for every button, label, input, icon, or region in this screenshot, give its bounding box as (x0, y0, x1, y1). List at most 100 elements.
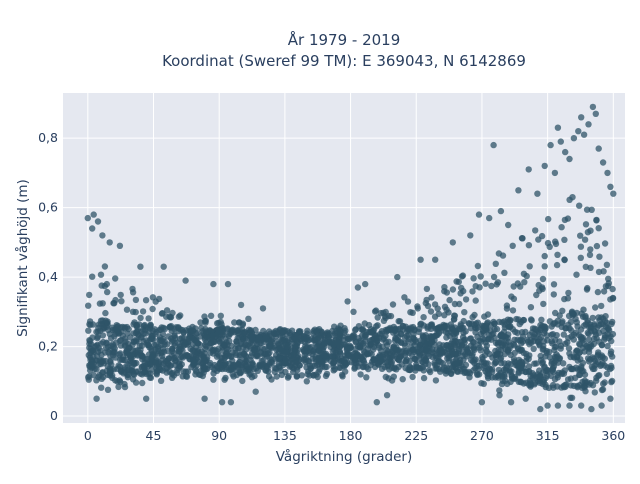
data-point (344, 298, 351, 305)
data-point (610, 190, 617, 197)
data-point (587, 246, 594, 253)
data-point (428, 322, 435, 330)
data-point (183, 372, 190, 380)
data-point (599, 159, 607, 166)
data-point (132, 379, 140, 386)
data-point (132, 308, 139, 316)
data-point (137, 346, 144, 354)
data-point (344, 333, 351, 340)
data-point (97, 347, 104, 354)
data-point (176, 335, 184, 343)
data-point (155, 363, 163, 370)
data-point (511, 349, 518, 357)
data-point (394, 273, 401, 281)
data-point (236, 369, 243, 376)
data-point (261, 346, 268, 353)
data-point (117, 291, 124, 299)
data-point (374, 314, 381, 321)
data-point (508, 368, 515, 375)
data-point (556, 338, 563, 345)
data-point (605, 334, 612, 342)
data-point (604, 324, 611, 332)
data-point (585, 348, 593, 356)
y-tick-label: 0,2 (38, 339, 58, 354)
data-point (539, 322, 546, 330)
data-point (118, 298, 125, 305)
data-point (562, 148, 569, 156)
data-point (435, 324, 442, 331)
data-point (440, 364, 448, 371)
data-point (599, 386, 607, 393)
data-point (586, 251, 594, 259)
data-point (420, 367, 427, 374)
data-point (112, 326, 120, 333)
data-point (603, 261, 611, 268)
data-point (576, 202, 583, 209)
data-point (279, 328, 286, 335)
data-point (361, 349, 369, 356)
data-point (220, 341, 228, 348)
data-point (376, 330, 384, 338)
data-point (550, 291, 557, 298)
data-point (298, 372, 305, 379)
data-point (568, 394, 576, 401)
data-point (362, 337, 369, 345)
data-point (251, 345, 259, 352)
data-point (519, 235, 526, 242)
data-point (90, 371, 97, 379)
data-point (93, 395, 100, 402)
data-point (158, 349, 166, 356)
data-point (412, 338, 420, 345)
data-point (477, 347, 484, 354)
data-point (501, 269, 508, 276)
data-point (325, 334, 333, 341)
data-point (604, 342, 611, 350)
data-point (573, 319, 580, 326)
data-point (595, 314, 602, 321)
data-point (591, 389, 598, 396)
data-point (521, 279, 528, 286)
data-point (474, 262, 482, 270)
data-point (561, 236, 568, 243)
data-point (577, 326, 585, 333)
data-point (559, 307, 566, 314)
data-point (577, 243, 585, 250)
data-point (573, 271, 580, 278)
data-point (405, 338, 412, 345)
data-point (600, 288, 608, 295)
data-point (580, 131, 588, 138)
data-point (177, 312, 184, 319)
data-point (159, 310, 166, 317)
data-point (567, 327, 575, 334)
data-point (115, 383, 122, 391)
data-point (541, 263, 548, 270)
data-point (105, 343, 112, 351)
data-point (100, 324, 107, 331)
data-point (553, 261, 561, 269)
data-point (511, 342, 518, 349)
data-point (379, 336, 387, 343)
data-point (165, 355, 172, 362)
data-point (139, 308, 147, 315)
data-point (513, 315, 520, 323)
y-tick-label: 0 (50, 408, 58, 423)
data-point (415, 353, 423, 360)
data-point (237, 301, 245, 309)
data-point (576, 349, 584, 356)
data-point (388, 377, 396, 384)
data-point (370, 356, 378, 364)
x-tick-label: 90 (211, 428, 227, 443)
data-point (490, 141, 497, 149)
data-point (203, 343, 210, 350)
data-point (210, 338, 217, 346)
data-point (280, 336, 288, 344)
data-point (580, 306, 587, 313)
data-point (295, 346, 302, 354)
data-point (350, 308, 357, 315)
data-point (451, 300, 459, 308)
data-point (258, 363, 265, 370)
data-point (180, 329, 187, 336)
data-point (359, 363, 367, 371)
